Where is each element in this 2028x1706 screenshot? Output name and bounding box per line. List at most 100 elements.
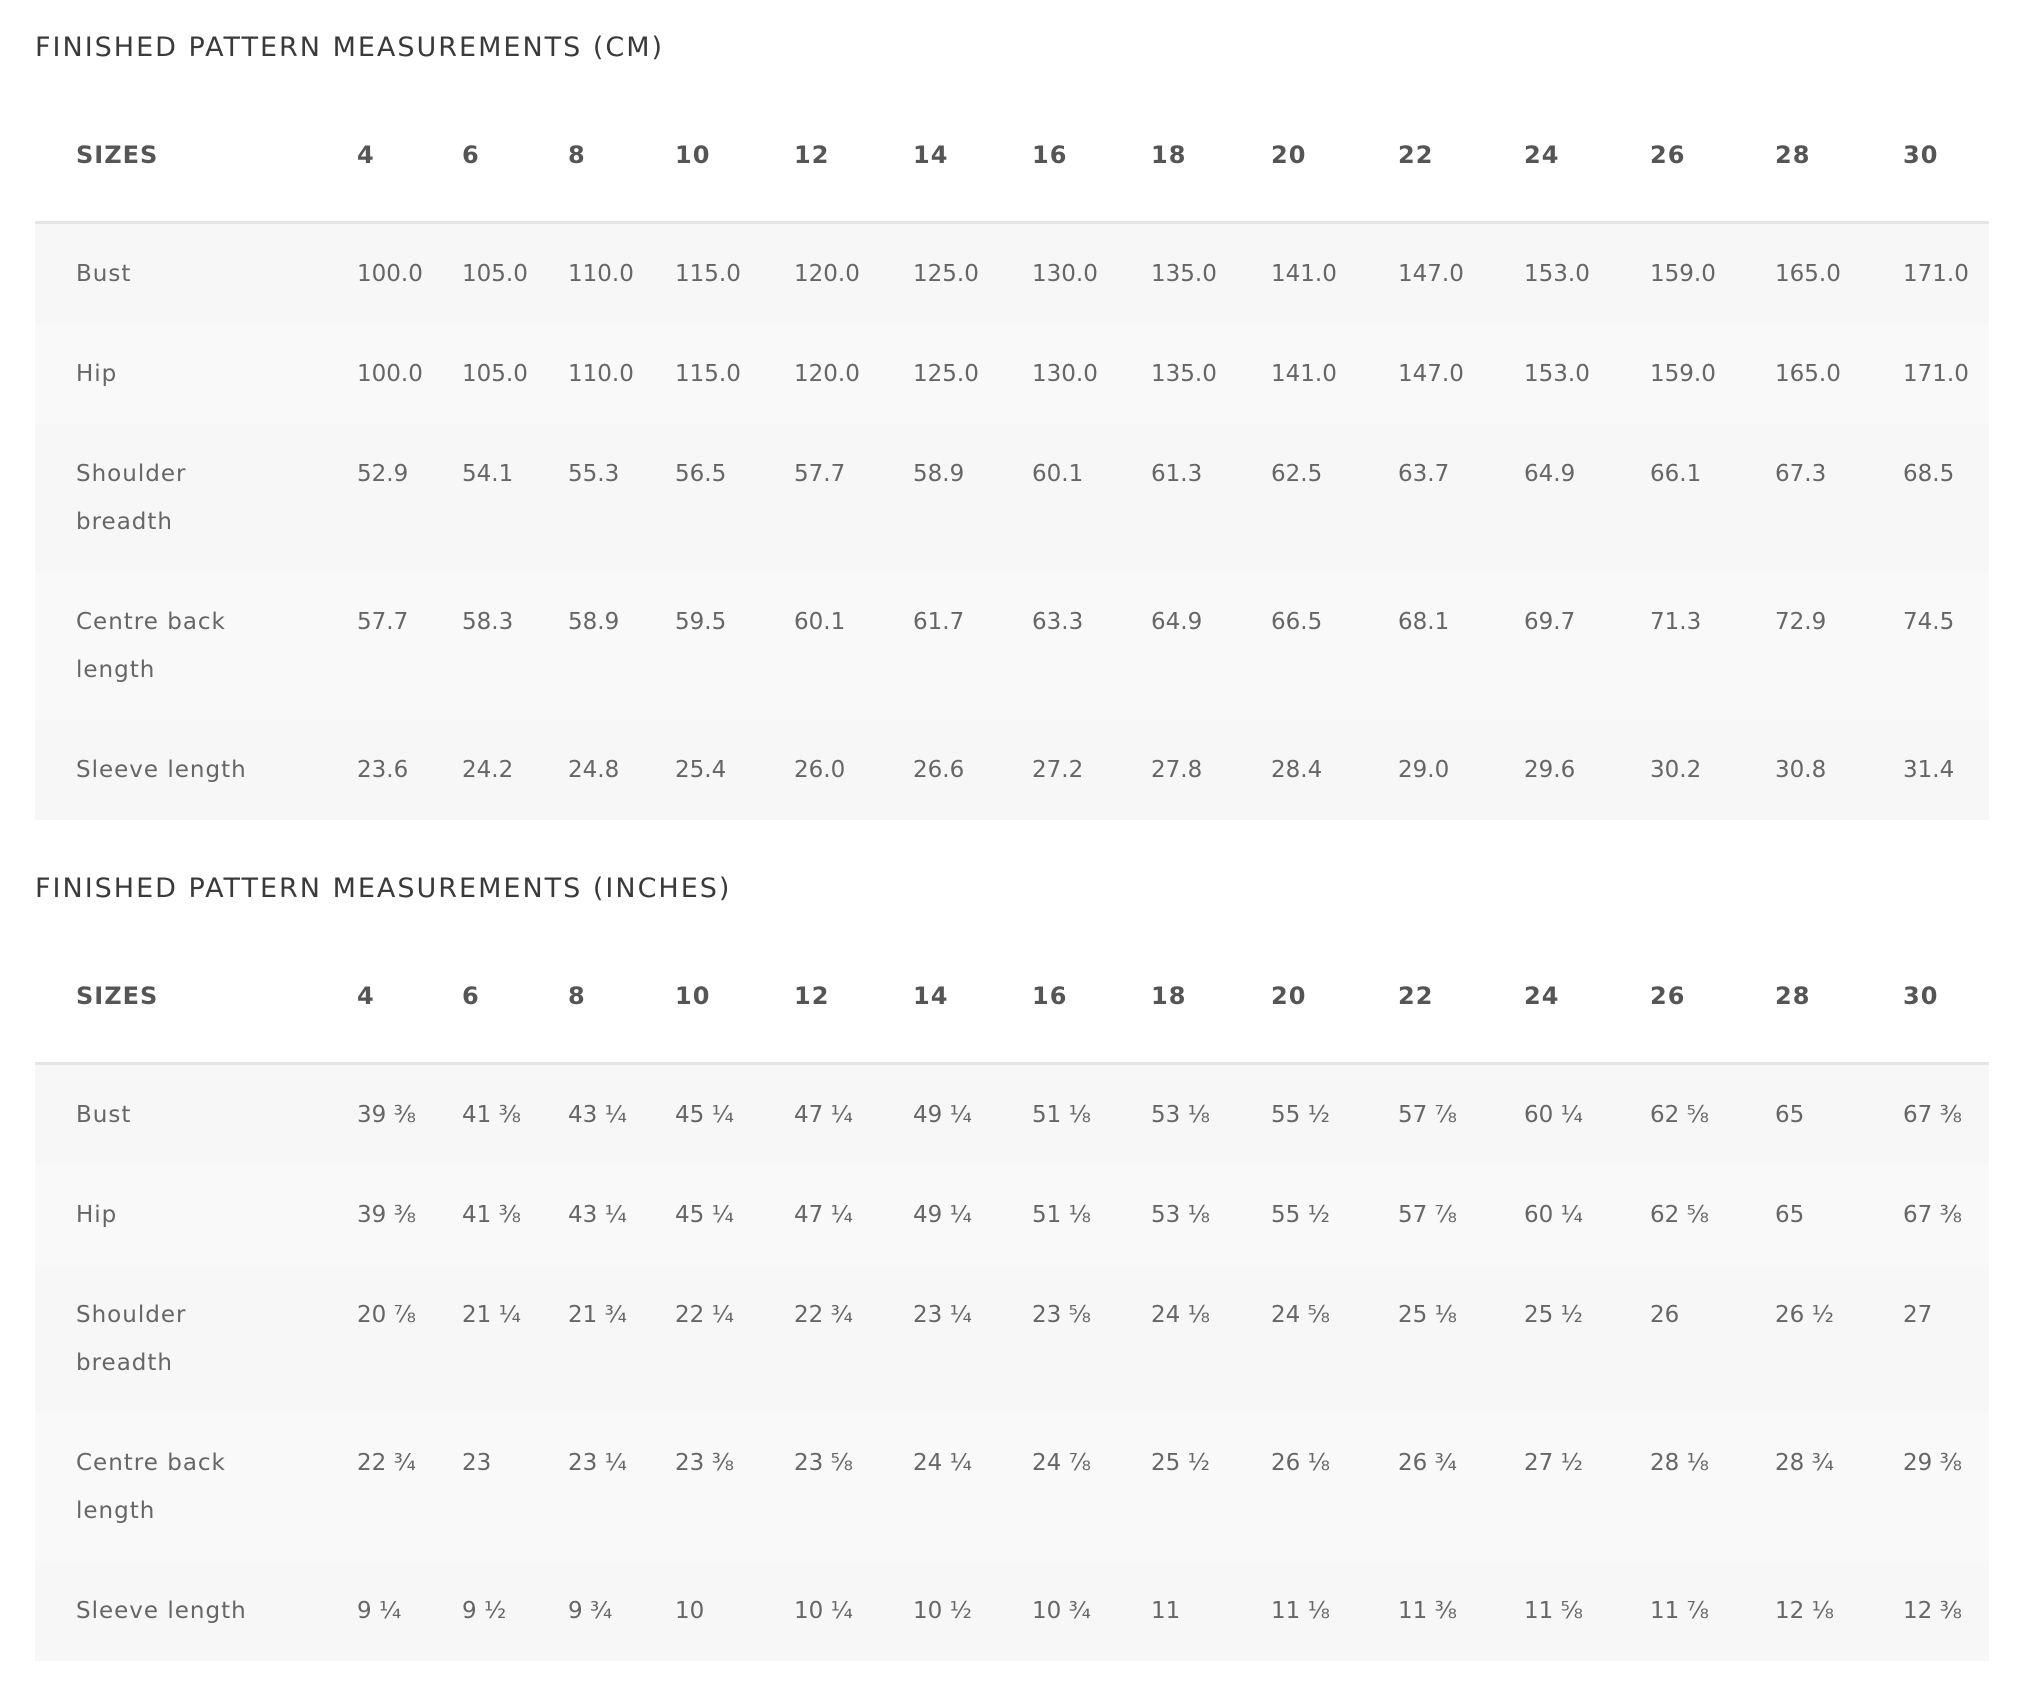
cell-value: 58.9 [568,609,620,635]
value-cell: 120.0 [794,222,913,324]
section-title: FINISHED PATTERN MEASUREMENTS (INCHES) [35,873,732,904]
section: FINISHED PATTERN MEASUREMENTS (CM) SIZES 4… [0,0,2028,820]
value-cell: 25 ½ [1151,1413,1271,1561]
cell-value: 61.3 [1151,461,1203,487]
table-row: Hip 100.0 105.0 110.0 115.0 120.0 125.0 130.0 13… [35,324,1989,424]
cell-value: 67 ⅜ [1903,1202,1962,1228]
value-cell: 53 ⅛ [1151,1165,1271,1265]
value-cell: 60.1 [794,572,913,720]
cell-value: 24 ⅛ [1151,1302,1210,1328]
value-cell: 30.2 [1650,720,1775,820]
value-cell: 9 ¼ [357,1561,462,1661]
header-cell: 18 [1151,66,1271,224]
value-cell: 23 [462,1413,568,1561]
row-label-cell: Hip [35,1165,357,1265]
cell-value: 66.1 [1650,461,1702,487]
value-cell: 147.0 [1398,222,1524,324]
value-cell: 58.9 [913,424,1032,572]
row-label-cell: Sleeve length [35,1561,357,1661]
table-row: Hip 39 ⅜ 41 ⅜ 43 ¼ 45 ¼ 47 ¼ 49 ¼ 51 ⅛ 53 ⅛ 55 ½ 5… [35,1165,1989,1265]
value-cell: 47 ¼ [794,1063,913,1165]
value-cell: 62 ⅝ [1650,1063,1775,1165]
value-cell: 165.0 [1775,324,1903,424]
cell-value: 20 ⅞ [357,1302,416,1328]
table-row: Centre back length 57.7 58.3 58.9 59.5 60.1 61… [35,572,1989,720]
cell-value: 67.3 [1775,461,1827,487]
value-cell: 12 ⅜ [1903,1561,1989,1661]
value-cell: 63.3 [1032,572,1151,720]
cell-value: 135.0 [1151,261,1217,287]
cell-value: 59.5 [675,609,727,635]
value-cell: 72.9 [1775,572,1903,720]
cell-value: 62 ⅝ [1650,1202,1709,1228]
cell-value: 10 [675,1598,705,1624]
cell-value: 22 ¼ [675,1302,734,1328]
row-label: Shoulder breadth [76,461,187,535]
cell-value: 52.9 [357,461,409,487]
value-cell: 24 ⅝ [1271,1265,1398,1413]
row-label: Shoulder breadth [76,1302,187,1376]
value-cell: 45 ¼ [675,1165,794,1265]
value-cell: 27.8 [1151,720,1271,820]
row-label-cell: Centre back length [35,572,357,720]
cell-value: 65 [1775,1102,1805,1128]
value-cell: 23 ⅝ [794,1413,913,1561]
cell-value: 22 ¾ [794,1302,853,1328]
cell-value: 11 ⅛ [1271,1598,1330,1624]
value-cell: 147.0 [1398,324,1524,424]
cell-value: 27 [1903,1302,1933,1328]
cell-value: 67 ⅜ [1903,1102,1962,1128]
measurement-table: SIZES 4 6 8 10 12 14 16 18 20 22 24 26 28 30 Bust 100.0 1… [35,66,1989,820]
value-cell: 53 ⅛ [1151,1063,1271,1165]
value-cell: 11 ⅜ [1398,1561,1524,1661]
value-cell: 153.0 [1524,324,1650,424]
value-cell: 21 ¼ [462,1265,568,1413]
cell-value: 100.0 [357,361,423,387]
value-cell: 11 ⅝ [1524,1561,1650,1661]
cell-value: 11 [1151,1598,1181,1624]
cell-value: 43 ¼ [568,1102,627,1128]
value-cell: 59.5 [675,572,794,720]
table-body: Bust 39 ⅜ 41 ⅜ 43 ¼ 45 ¼ 47 ¼ 49 ¼ 51 ⅛ 53 ⅛ 55 ½… [35,1063,1989,1661]
cell-value: 11 ⅞ [1650,1598,1709,1624]
cell-value: 60.1 [794,609,846,635]
cell-value: 21 ¾ [568,1302,627,1328]
value-cell: 62.5 [1271,424,1398,572]
cell-value: 30.2 [1650,757,1702,783]
cell-value: 62.5 [1271,461,1323,487]
value-cell: 27 ½ [1524,1413,1650,1561]
cell-value: 49 ¼ [913,1102,972,1128]
header-cell: 18 [1151,907,1271,1065]
value-cell: 26.6 [913,720,1032,820]
value-cell: 100.0 [357,324,462,424]
cell-value: 28 ⅛ [1650,1450,1709,1476]
cell-value: 9 ¼ [357,1598,402,1624]
cell-value: 55.3 [568,461,620,487]
header-cell: 16 [1032,66,1151,224]
value-cell: 171.0 [1903,324,1989,424]
value-cell: 43 ¼ [568,1063,675,1165]
value-cell: 11 [1151,1561,1271,1661]
value-cell: 11 ⅞ [1650,1561,1775,1661]
value-cell: 26 ¾ [1398,1413,1524,1561]
cell-value: 62 ⅝ [1650,1102,1709,1128]
cell-value: 29.0 [1398,757,1450,783]
value-cell: 159.0 [1650,324,1775,424]
value-cell: 165.0 [1775,222,1903,324]
cell-value: 130.0 [1032,361,1098,387]
cell-value: 29 ⅜ [1903,1450,1962,1476]
value-cell: 115.0 [675,324,794,424]
cell-value: 147.0 [1398,361,1464,387]
header-cell: 14 [913,66,1032,224]
value-cell: 29.0 [1398,720,1524,820]
cell-value: 27.2 [1032,757,1084,783]
cell-value: 115.0 [675,261,741,287]
value-cell: 21 ¾ [568,1265,675,1413]
value-cell: 67 ⅜ [1903,1165,1989,1265]
header-cell: 10 [675,66,794,224]
cell-value: 60 ¼ [1524,1102,1583,1128]
cell-value: 10 ½ [913,1598,972,1624]
cell-value: 120.0 [794,261,860,287]
cell-value: 45 ¼ [675,1102,734,1128]
cell-value: 11 ⅝ [1524,1598,1583,1624]
